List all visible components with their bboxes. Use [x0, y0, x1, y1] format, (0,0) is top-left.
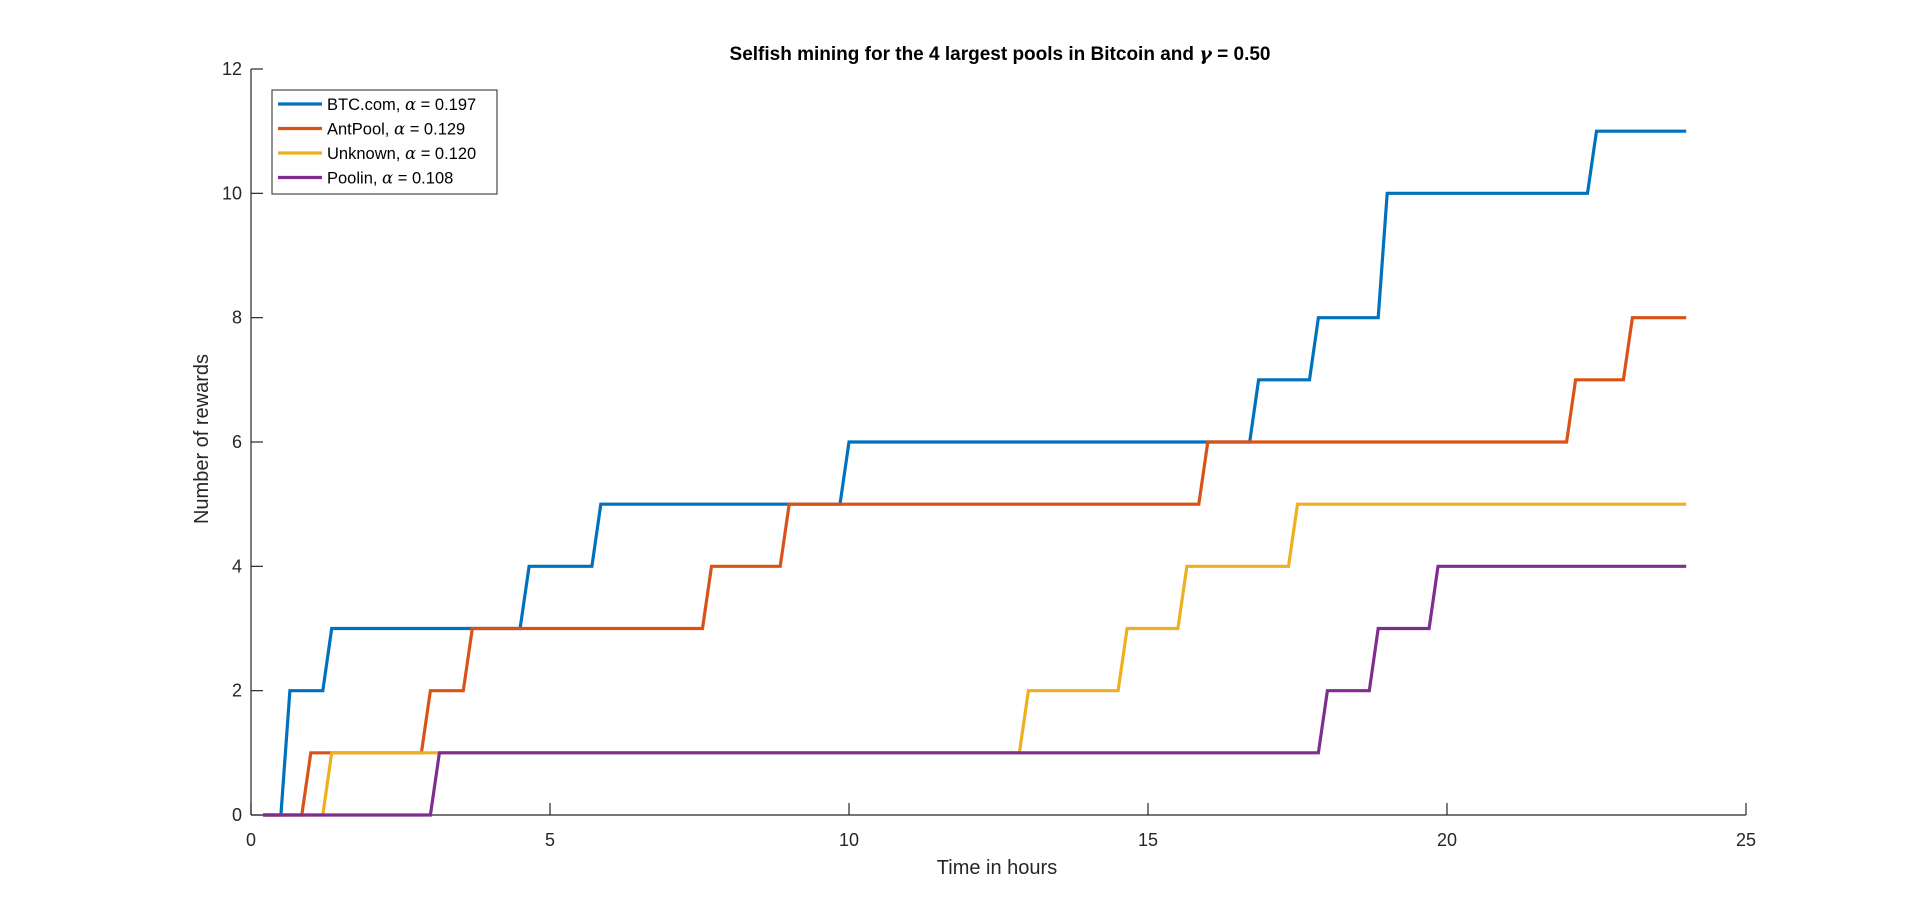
x-tick-label: 15: [1138, 830, 1158, 850]
y-tick-label: 6: [232, 432, 242, 452]
y-tick-label: 0: [232, 805, 242, 825]
y-axis-label: Number of rewards: [191, 354, 213, 524]
y-tick-label: 4: [232, 556, 242, 576]
series-line-2: [263, 502, 1687, 817]
chart-title: Selfish mining for the 4 largest pools i…: [730, 43, 1271, 65]
y-tick-label: 8: [232, 308, 242, 328]
x-tick-label: 0: [246, 830, 256, 850]
x-tick-label: 10: [839, 830, 859, 850]
legend-entry: AntPool, α = 0.129: [327, 120, 465, 139]
y-tick-label: 10: [222, 183, 242, 203]
series-line-0: [263, 129, 1687, 817]
y-tick-label: 2: [232, 681, 242, 701]
series-line-3: [263, 564, 1687, 817]
plot-area: 0 5 10 15 20 25 0 2 4 6 8 10 12: [222, 59, 1756, 850]
x-tick-label: 5: [545, 830, 555, 850]
legend-entry: BTC.com, α = 0.197: [327, 95, 476, 114]
x-tick-label: 20: [1437, 830, 1457, 850]
y-tick-label: 12: [222, 59, 242, 79]
x-tick-label: 25: [1736, 830, 1756, 850]
legend: BTC.com, α = 0.197 AntPool, α = 0.129 Unkn…: [271, 89, 498, 195]
legend-entry: Poolin, α = 0.108: [327, 169, 453, 188]
legend-entry: Unknown, α = 0.120: [327, 144, 476, 163]
x-axis-label: Time in hours: [937, 857, 1057, 879]
